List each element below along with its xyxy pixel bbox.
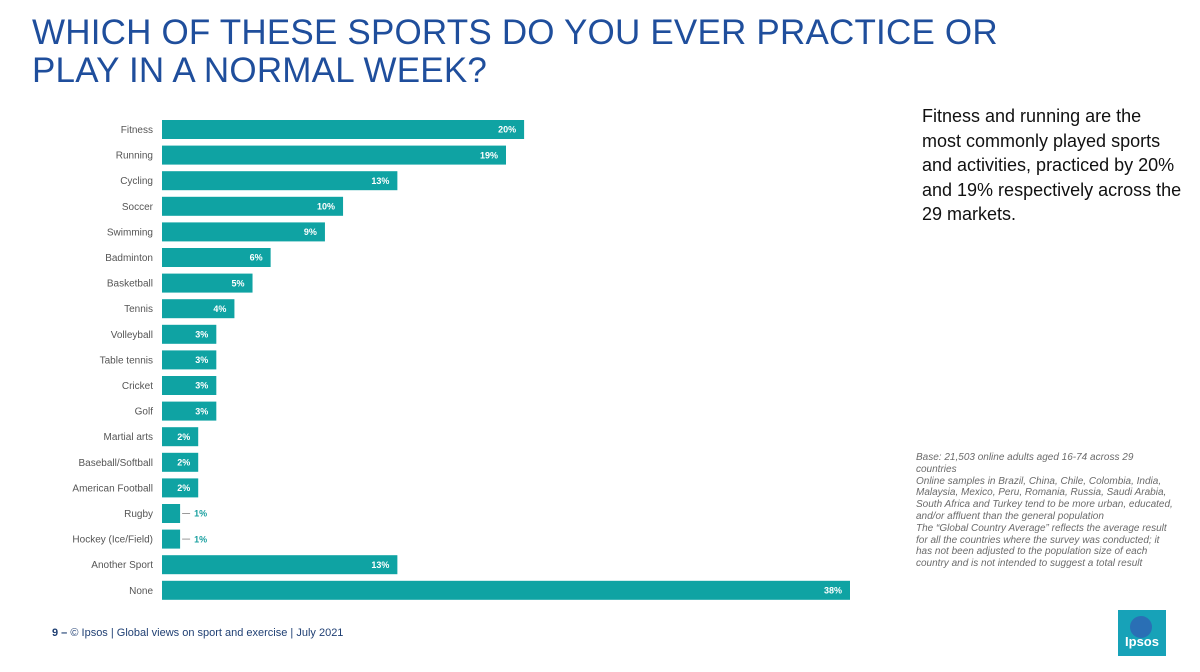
category-label-cycling: Cycling [120,176,153,187]
bar-none [162,580,850,600]
bar-cycling [162,171,398,191]
value-label-badminton: 6% [250,253,263,263]
base-note-average: The “Global Country Average” reflects th… [916,522,1167,570]
value-label-cricket: 3% [195,381,208,391]
value-label-volleyball: 3% [195,330,208,340]
category-label-hockey-ice-field: Hockey (Ice/Field) [72,535,153,546]
category-label-fitness: Fitness [121,125,153,136]
bar-hockey-ice-field [162,529,181,549]
bar-fitness [162,120,525,139]
title-line-1: WHICH OF THESE SPORTS DO YOU EVER PRACTI… [32,13,998,52]
value-label-golf: 3% [195,406,208,416]
page-title: WHICH OF THESE SPORTS DO YOU EVER PRACTI… [32,14,1132,90]
footer: 9 – © Ipsos | Global views on sport and … [52,627,343,639]
value-label-table-tennis: 3% [195,355,208,365]
bar-baseball-softball [162,452,199,472]
callout-text: Fitness and running are the most commonl… [922,106,1182,224]
value-label-basketball: 5% [232,278,245,288]
bar-soccer [162,196,344,216]
sports-bar-chart: Fitness 20% Running 19% Cycling 13% Soccer 10% S… [72,120,850,600]
bar-american-football [162,478,199,498]
value-label-martial-arts: 2% [177,432,190,442]
value-label-cycling: 13% [371,176,389,186]
category-label-rugby: Rugby [124,509,153,520]
category-label-martial-arts: Martial arts [104,432,153,443]
title-line-2: PLAY IN A NORMAL WEEK? [32,51,488,90]
value-label-hockey-ice-field: 1% [194,534,207,544]
bar-swimming [162,222,325,242]
category-label-baseball-softball: Baseball/Softball [79,458,154,469]
value-label-fitness: 20% [498,125,516,135]
value-label-baseball-softball: 2% [177,458,190,468]
category-label-swimming: Swimming [107,227,153,238]
logo-mark-icon [1130,616,1152,638]
bar-basketball [162,273,253,293]
ipsos-logo: Ipsos [1118,610,1166,656]
base-note: Base: 21,503 online adults aged 16-74 ac… [916,452,1174,570]
value-label-american-football: 2% [177,483,190,493]
bar-golf [162,401,217,421]
bar-volleyball [162,324,217,344]
value-label-rugby: 1% [194,509,207,519]
bar-tennis [162,299,235,319]
base-note-markets: Online samples in Brazil, China, Chile, … [916,475,1173,522]
category-label-badminton: Badminton [105,253,153,264]
bar-rugby [162,504,181,523]
category-label-basketball: Basketball [107,279,153,290]
category-label-table-tennis: Table tennis [100,355,153,366]
category-label-none: None [129,586,153,597]
page-number: 9 – [52,627,68,639]
value-label-swimming: 9% [304,227,317,237]
bar-badminton [162,248,271,267]
logo-text: Ipsos [1125,634,1159,649]
category-label-american-football: American Football [72,483,153,494]
category-label-tennis: Tennis [124,304,153,315]
value-label-running: 19% [480,150,498,160]
category-label-soccer: Soccer [122,202,154,213]
category-label-running: Running [116,151,153,162]
bar-cricket [162,376,217,395]
category-label-another-sport: Another Sport [91,560,153,571]
footer-text: © Ipsos | Global views on sport and exer… [70,627,344,639]
bar-table-tennis [162,350,217,370]
category-label-cricket: Cricket [122,381,153,392]
category-label-volleyball: Volleyball [111,330,153,341]
category-label-golf: Golf [135,407,154,418]
bar-running [162,145,506,165]
value-label-another-sport: 13% [371,560,389,570]
bar-martial-arts [162,427,199,447]
value-label-none: 38% [824,586,842,596]
value-label-tennis: 4% [213,304,226,314]
bar-another-sport [162,555,398,575]
base-note-sample: Base: 21,503 online adults aged 16-74 ac… [916,452,1134,475]
value-label-soccer: 10% [317,202,335,212]
